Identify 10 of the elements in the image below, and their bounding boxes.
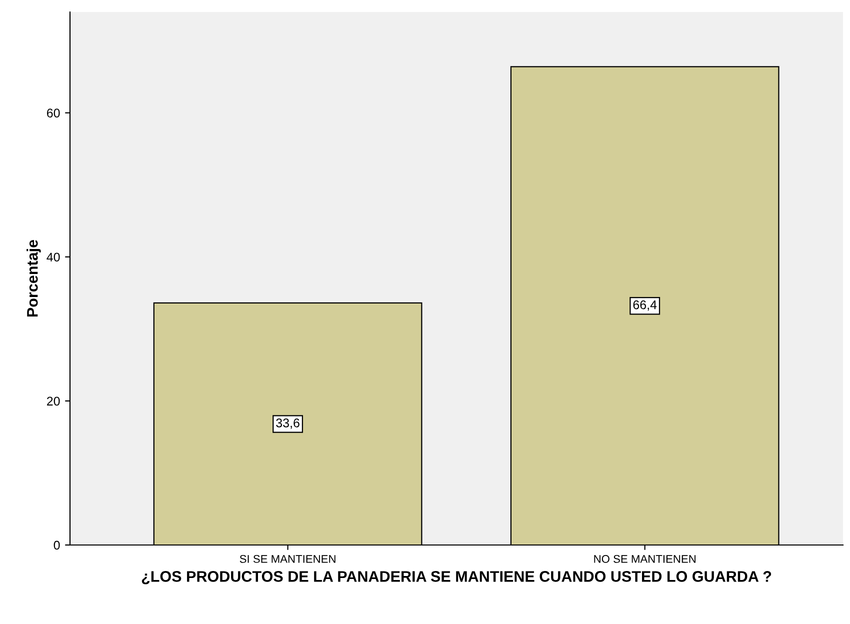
y-tick-label: 20: [47, 396, 60, 406]
x-tick-label: SI SE MANTIENEN: [240, 555, 336, 563]
y-tick-label: 60: [47, 108, 60, 118]
x-tick-label: NO SE MANTIENEN: [594, 555, 696, 563]
data-label: 33,6: [276, 418, 300, 429]
y-axis-title: Porcentaje: [26, 240, 41, 317]
x-axis-title: ¿LOS PRODUCTOS DE LA PANADERIA SE MANTIENE CUANDO USTED LO GUARDA ?: [142, 571, 772, 584]
y-tick-label: 0: [54, 540, 60, 550]
y-tick-label: 40: [46, 252, 60, 262]
data-label: 66,4: [633, 300, 657, 311]
